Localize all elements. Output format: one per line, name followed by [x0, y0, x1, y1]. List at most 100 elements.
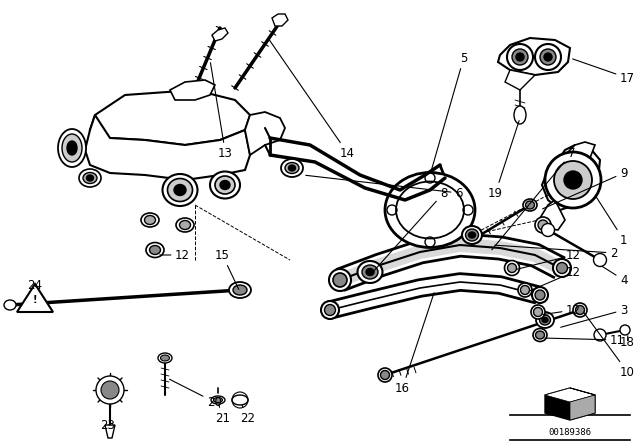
Text: 15: 15	[215, 249, 239, 289]
Text: 1: 1	[596, 197, 627, 246]
Polygon shape	[505, 70, 535, 90]
Text: 12: 12	[160, 249, 190, 262]
Text: 12: 12	[516, 249, 581, 269]
Text: 00189386: 00189386	[548, 427, 591, 436]
Text: 22: 22	[240, 405, 255, 425]
Circle shape	[564, 171, 582, 189]
Circle shape	[535, 44, 561, 70]
Ellipse shape	[378, 368, 392, 382]
Polygon shape	[570, 388, 595, 420]
Ellipse shape	[553, 259, 571, 277]
Ellipse shape	[281, 159, 303, 177]
Text: 5: 5	[431, 52, 467, 172]
Text: !: !	[33, 295, 37, 305]
Ellipse shape	[525, 201, 534, 209]
Ellipse shape	[233, 285, 247, 295]
Ellipse shape	[176, 218, 194, 232]
Ellipse shape	[534, 307, 543, 316]
Ellipse shape	[575, 306, 584, 314]
Text: 18: 18	[620, 336, 635, 349]
Text: 6: 6	[306, 175, 463, 199]
Text: 21: 21	[215, 405, 230, 425]
Polygon shape	[272, 14, 288, 26]
Text: 23: 23	[100, 418, 115, 431]
Ellipse shape	[462, 226, 482, 244]
Ellipse shape	[141, 213, 159, 227]
Ellipse shape	[358, 261, 383, 283]
Ellipse shape	[321, 301, 339, 319]
Circle shape	[544, 53, 552, 61]
Ellipse shape	[468, 232, 476, 238]
Ellipse shape	[150, 246, 161, 254]
Ellipse shape	[381, 370, 390, 379]
Ellipse shape	[535, 290, 545, 300]
Ellipse shape	[67, 141, 77, 155]
Ellipse shape	[520, 285, 529, 294]
Polygon shape	[540, 200, 565, 230]
Polygon shape	[542, 145, 600, 210]
Ellipse shape	[289, 165, 296, 171]
Ellipse shape	[333, 273, 347, 287]
Polygon shape	[90, 90, 250, 145]
Ellipse shape	[215, 176, 235, 194]
Ellipse shape	[83, 172, 97, 184]
Circle shape	[545, 152, 601, 208]
Ellipse shape	[214, 397, 223, 402]
Ellipse shape	[536, 312, 554, 328]
Ellipse shape	[535, 217, 551, 233]
Polygon shape	[498, 38, 570, 75]
Ellipse shape	[573, 303, 587, 317]
Ellipse shape	[594, 329, 606, 341]
Polygon shape	[212, 28, 228, 41]
Ellipse shape	[158, 353, 172, 363]
Ellipse shape	[518, 283, 532, 297]
Text: 8: 8	[374, 186, 447, 271]
Ellipse shape	[532, 287, 548, 303]
Ellipse shape	[146, 242, 164, 258]
Ellipse shape	[285, 163, 299, 173]
Circle shape	[96, 376, 124, 404]
Text: 4: 4	[602, 267, 627, 287]
Ellipse shape	[531, 305, 545, 319]
Text: 17: 17	[573, 59, 635, 85]
Text: 9: 9	[543, 167, 627, 209]
Text: 24: 24	[28, 279, 42, 292]
Ellipse shape	[541, 224, 554, 237]
Ellipse shape	[538, 220, 548, 230]
Polygon shape	[85, 115, 250, 180]
Ellipse shape	[163, 174, 198, 206]
Text: 19: 19	[488, 121, 519, 199]
Ellipse shape	[523, 199, 537, 211]
Polygon shape	[545, 388, 595, 402]
Ellipse shape	[366, 268, 374, 276]
Ellipse shape	[465, 229, 479, 241]
Polygon shape	[545, 388, 595, 420]
Circle shape	[512, 49, 528, 65]
Ellipse shape	[324, 305, 335, 315]
Text: 2: 2	[495, 245, 618, 259]
Ellipse shape	[220, 181, 230, 190]
Ellipse shape	[161, 355, 170, 361]
Ellipse shape	[533, 328, 547, 341]
Ellipse shape	[210, 172, 240, 198]
Ellipse shape	[4, 300, 16, 310]
Text: 12: 12	[543, 303, 581, 316]
Ellipse shape	[329, 269, 351, 291]
Text: 10: 10	[584, 312, 635, 379]
Ellipse shape	[174, 185, 186, 195]
Ellipse shape	[58, 129, 86, 167]
Circle shape	[554, 161, 592, 199]
Ellipse shape	[362, 265, 378, 279]
Text: 16: 16	[395, 293, 434, 395]
Polygon shape	[245, 112, 285, 155]
Text: 11: 11	[545, 333, 625, 346]
Ellipse shape	[168, 178, 193, 202]
Text: 12: 12	[529, 266, 581, 291]
Circle shape	[540, 49, 556, 65]
Ellipse shape	[232, 395, 248, 405]
Text: 13: 13	[211, 63, 233, 159]
Ellipse shape	[229, 282, 251, 298]
Text: 3: 3	[561, 303, 627, 327]
Ellipse shape	[620, 325, 630, 335]
Ellipse shape	[145, 215, 156, 224]
